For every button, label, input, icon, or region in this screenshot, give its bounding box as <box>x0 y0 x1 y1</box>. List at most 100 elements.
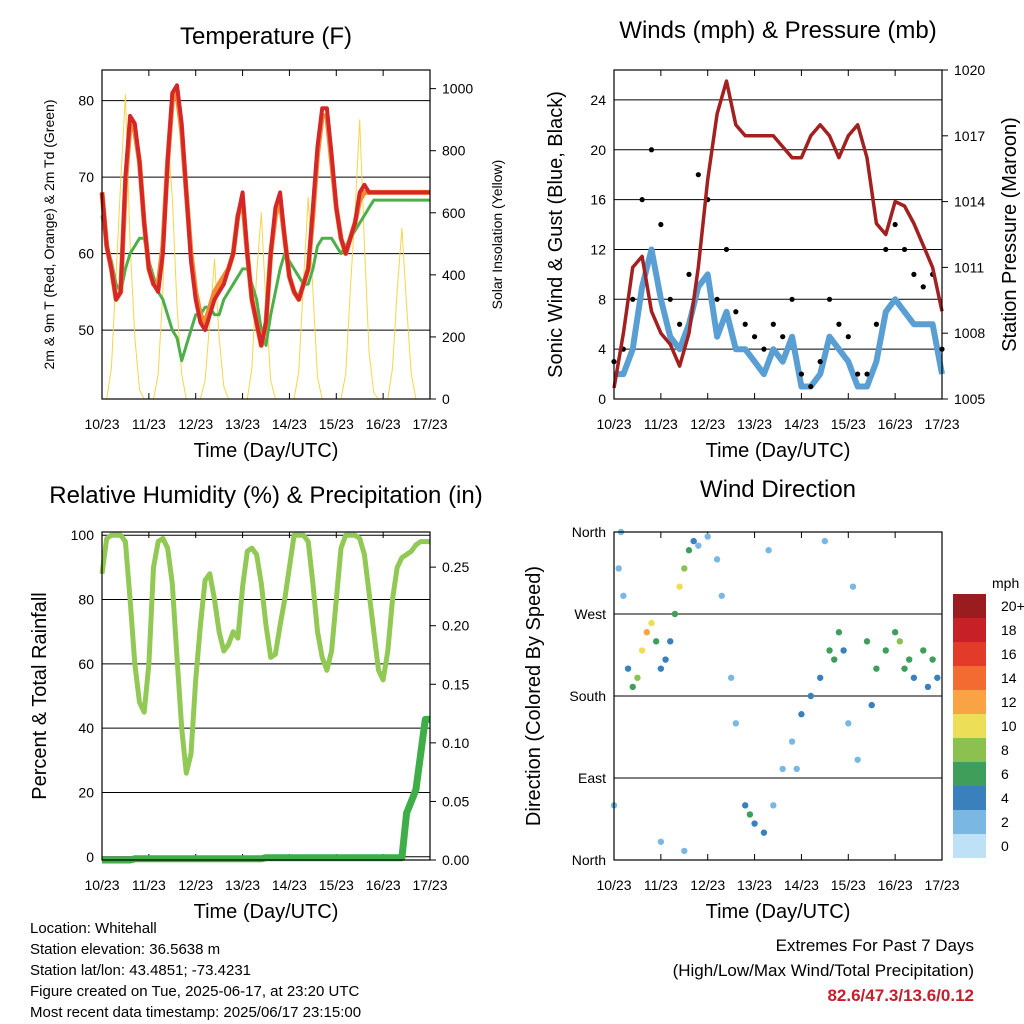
legend-label: 0 <box>1001 838 1009 854</box>
speed-legend: mph 20+ 18 16 14 12 10 8 6 4 2 0 <box>953 575 1024 858</box>
gust-point <box>630 296 636 302</box>
y-tick-label: 0 <box>86 849 94 865</box>
y-tick-label: 80 <box>78 592 94 608</box>
direction-point <box>685 547 693 554</box>
direction-point <box>929 656 936 663</box>
y-tick-label: North <box>572 852 606 868</box>
direction-point <box>910 674 918 681</box>
legend-label: 6 <box>1001 766 1009 782</box>
legend-label: 8 <box>1001 742 1009 758</box>
direction-point <box>746 811 754 818</box>
legend-label: 14 <box>1001 670 1017 686</box>
y-tick-label: 4 <box>598 341 606 357</box>
gust-point <box>723 246 730 253</box>
legend-label: 20+ <box>1001 598 1024 614</box>
legend-swatch <box>953 594 986 618</box>
direction-point <box>849 583 857 590</box>
gust-point <box>677 321 683 327</box>
direction-point <box>835 629 843 636</box>
y-tick-label: 0 <box>598 391 606 407</box>
figure-created: Figure created on Tue, 2025-06-17, at 23… <box>30 983 360 1000</box>
gust-point <box>742 321 748 327</box>
y-tick-label: 20 <box>78 784 94 800</box>
direction-point <box>788 738 796 745</box>
chart-panel-3: Relative Humidity (%) & Precipitation (i… <box>29 482 483 923</box>
direction-point <box>727 674 735 681</box>
plot-frame <box>613 531 943 861</box>
x-tick-label: 17/23 <box>412 416 447 432</box>
direction-point <box>624 665 632 672</box>
y2-tick-label: 0.10 <box>442 735 469 751</box>
direction-point <box>891 629 899 636</box>
y2-tick-label: 1008 <box>954 325 985 341</box>
gust-point <box>686 271 692 277</box>
direction-point <box>713 556 721 563</box>
y-axis-label: Direction (Colored By Speed) <box>523 566 545 826</box>
legend-label: 12 <box>1001 694 1017 710</box>
x-tick-label: 15/23 <box>319 877 354 893</box>
gust-point <box>798 371 805 377</box>
gust-point <box>639 197 645 203</box>
legend-swatch <box>953 786 986 810</box>
y2-tick-label: 0 <box>442 391 450 407</box>
y2-tick-label: 0.15 <box>442 676 469 692</box>
station-elevation: Station elevation: 36.5638 m <box>30 941 221 958</box>
direction-point <box>831 656 838 663</box>
direction-point <box>924 683 932 691</box>
y2-tick-label: 1011 <box>954 259 984 275</box>
x-tick-label: 12/23 <box>690 877 725 893</box>
gust-point <box>892 221 898 228</box>
chart-title: Relative Humidity (%) & Precipitation (i… <box>49 482 482 509</box>
x-tick-label: 10/23 <box>84 416 119 432</box>
direction-point <box>638 647 646 654</box>
x-tick-label: 16/23 <box>366 416 401 432</box>
direction-point <box>657 838 665 845</box>
x-axis-label: Time (Day/UTC) <box>706 440 851 462</box>
gust-point <box>845 334 851 340</box>
direction-point <box>798 711 805 718</box>
gust-point <box>667 296 673 302</box>
legend-swatch <box>953 810 986 834</box>
direction-point <box>695 542 702 549</box>
gust-point <box>761 346 767 352</box>
gust-point <box>901 246 908 253</box>
x-tick-label: 15/23 <box>319 416 354 432</box>
gust-point <box>695 172 701 178</box>
direction-point <box>634 674 641 681</box>
direction-point <box>826 647 833 654</box>
y-tick-label: West <box>574 606 606 622</box>
y-tick-label: North <box>572 524 606 540</box>
wind-series <box>614 246 945 390</box>
legend-swatch <box>953 714 986 738</box>
x-tick-label: 16/23 <box>878 416 913 432</box>
legend-swatch <box>953 834 986 858</box>
direction-point <box>854 756 861 763</box>
y-tick-label: 60 <box>78 246 94 262</box>
x-tick-label: 11/23 <box>644 416 678 432</box>
y2-tick-label: 800 <box>442 143 466 159</box>
precip-series <box>102 715 430 864</box>
x-tick-label: 14/23 <box>784 416 819 432</box>
gust-point <box>780 334 786 340</box>
chart-panel-4: Wind Direction Time (Day/UTC) 10/23 11/23 12… <box>523 476 1024 923</box>
y-tick-label: 20 <box>590 142 606 158</box>
x-tick-label: 10/23 <box>596 877 631 893</box>
gust-point <box>920 284 926 290</box>
x-tick-label: 16/23 <box>878 877 913 893</box>
y2-tick-label: 0.25 <box>442 559 469 575</box>
latest-timestamp: Most recent data timestamp: 2025/06/17 2… <box>30 1004 362 1021</box>
station-location: Location: Whitehall <box>30 920 157 937</box>
direction-point <box>934 674 941 681</box>
direction-point <box>662 656 669 663</box>
gust-point <box>714 296 720 302</box>
direction-point <box>901 665 908 672</box>
x-tick-label: 14/23 <box>272 877 307 893</box>
chart-title: Winds (mph) & Pressure (mb) <box>619 17 936 44</box>
y-tick-label: 24 <box>590 92 606 108</box>
y-tick-label: 12 <box>590 241 606 257</box>
direction-point <box>667 638 674 645</box>
extremes-subheading: (High/Low/Max Wind/Total Precipitation) <box>672 961 974 980</box>
x-tick-label: 13/23 <box>737 877 772 893</box>
direction-point <box>676 583 683 590</box>
plot-frame <box>101 69 431 400</box>
